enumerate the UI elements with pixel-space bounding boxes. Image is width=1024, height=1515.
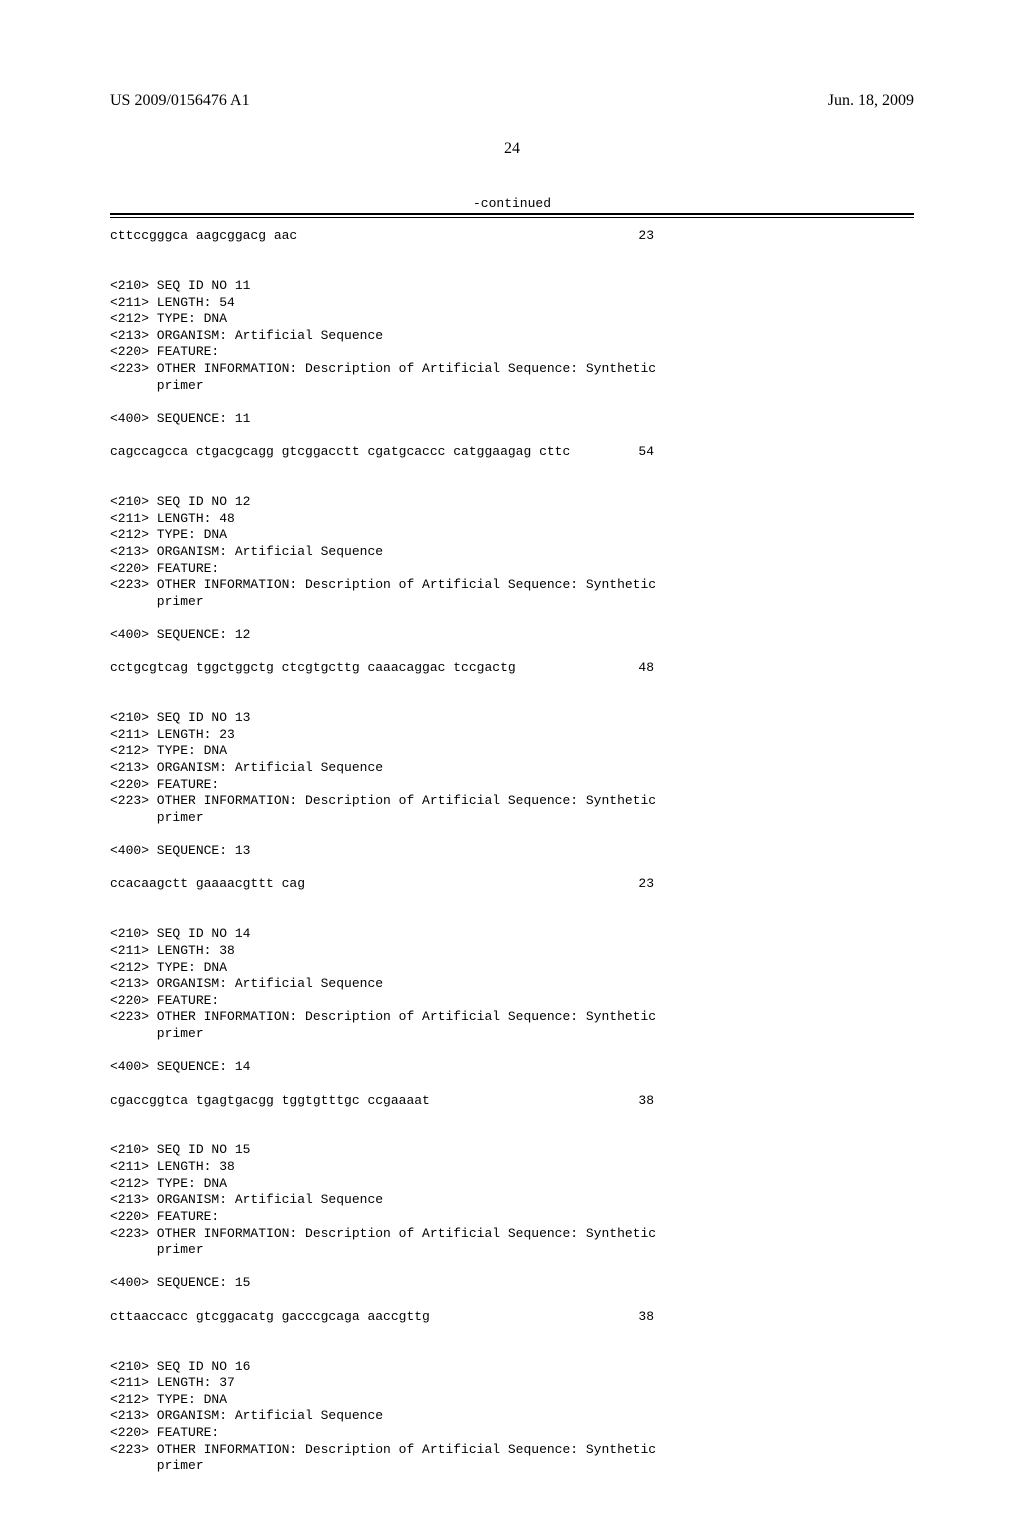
other-info-cont-line: primer [110, 1026, 914, 1043]
publication-date: Jun. 18, 2009 [828, 92, 914, 110]
organism-line: <213> ORGANISM: Artificial Sequence [110, 976, 914, 993]
blank-line [110, 827, 914, 844]
length-line: <211> LENGTH: 54 [110, 295, 914, 312]
length-line: <211> LENGTH: 38 [110, 943, 914, 960]
blank-line [110, 1325, 914, 1342]
sequence-data-row: cagccagcca ctgacgcagg gtcggacctt cgatgca… [110, 444, 914, 461]
other-info-line: <223> OTHER INFORMATION: Description of … [110, 577, 914, 594]
sequence-text: cagccagcca ctgacgcagg gtcggacctt cgatgca… [110, 444, 570, 461]
feature-line: <220> FEATURE: [110, 344, 914, 361]
sequence-length-value: 54 [638, 444, 914, 461]
other-info-cont-line: primer [110, 378, 914, 395]
type-line: <212> TYPE: DNA [110, 1392, 914, 1409]
seq-id-line: <210> SEQ ID NO 11 [110, 278, 914, 295]
blank-line [110, 1259, 914, 1276]
seq-id-line: <210> SEQ ID NO 13 [110, 710, 914, 727]
type-line: <212> TYPE: DNA [110, 743, 914, 760]
feature-line: <220> FEATURE: [110, 1209, 914, 1226]
type-line: <212> TYPE: DNA [110, 960, 914, 977]
sequence-text: ccacaagctt gaaaacgttt cag [110, 876, 305, 893]
sequence-data-row: cttaaccacc gtcggacatg gacccgcaga aaccgtt… [110, 1309, 914, 1326]
organism-line: <213> ORGANISM: Artificial Sequence [110, 1192, 914, 1209]
other-info-cont-line: primer [110, 1458, 914, 1475]
continued-label: -continued [110, 196, 914, 211]
blank-line [110, 394, 914, 411]
length-line: <211> LENGTH: 37 [110, 1375, 914, 1392]
length-line: <211> LENGTH: 23 [110, 727, 914, 744]
type-line: <212> TYPE: DNA [110, 1176, 914, 1193]
length-line: <211> LENGTH: 48 [110, 511, 914, 528]
blank-line [110, 428, 914, 445]
feature-line: <220> FEATURE: [110, 777, 914, 794]
sequence-length-value: 38 [638, 1309, 914, 1326]
blank-line [110, 461, 914, 478]
organism-line: <213> ORGANISM: Artificial Sequence [110, 544, 914, 561]
blank-line [110, 1043, 914, 1060]
seq-id-line: <210> SEQ ID NO 14 [110, 926, 914, 943]
sequence-length-value: 38 [638, 1093, 914, 1110]
sequence-header-line: <400> SEQUENCE: 14 [110, 1059, 914, 1076]
sequence-listing: cttccgggca aagcggacg aac 23 <210> SEQ ID … [110, 228, 914, 1475]
organism-line: <213> ORGANISM: Artificial Sequence [110, 328, 914, 345]
organism-line: <213> ORGANISM: Artificial Sequence [110, 760, 914, 777]
blank-line [110, 1109, 914, 1126]
blank-line [110, 893, 914, 910]
horizontal-rule-thin [110, 217, 914, 218]
sequence-data-row: cctgcgtcag tggctggctg ctcgtgcttg caaacag… [110, 660, 914, 677]
sequence-data-row: ccacaagctt gaaaacgttt cag 23 [110, 876, 914, 893]
other-info-cont-line: primer [110, 594, 914, 611]
blank-line [110, 910, 914, 927]
type-line: <212> TYPE: DNA [110, 527, 914, 544]
sequence-text: cttccgggca aagcggacg aac [110, 228, 297, 245]
organism-line: <213> ORGANISM: Artificial Sequence [110, 1408, 914, 1425]
seq-id-line: <210> SEQ ID NO 15 [110, 1142, 914, 1159]
sequence-header-line: <400> SEQUENCE: 12 [110, 627, 914, 644]
blank-line [110, 245, 914, 262]
sequence-text: cttaaccacc gtcggacatg gacccgcaga aaccgtt… [110, 1309, 430, 1326]
blank-line [110, 1342, 914, 1359]
other-info-cont-line: primer [110, 1242, 914, 1259]
sequence-length-value: 23 [638, 228, 914, 245]
blank-line [110, 1126, 914, 1143]
other-info-line: <223> OTHER INFORMATION: Description of … [110, 1442, 914, 1459]
publication-number: US 2009/0156476 A1 [110, 92, 250, 110]
sequence-header-line: <400> SEQUENCE: 13 [110, 843, 914, 860]
sequence-header-line: <400> SEQUENCE: 15 [110, 1275, 914, 1292]
other-info-line: <223> OTHER INFORMATION: Description of … [110, 793, 914, 810]
blank-line [110, 1076, 914, 1093]
page-header: US 2009/0156476 A1 Jun. 18, 2009 [110, 92, 914, 110]
seq-id-line: <210> SEQ ID NO 12 [110, 494, 914, 511]
blank-line [110, 1292, 914, 1309]
blank-line [110, 610, 914, 627]
horizontal-rule-heavy [110, 213, 914, 215]
type-line: <212> TYPE: DNA [110, 311, 914, 328]
blank-line [110, 677, 914, 694]
sequence-length-value: 48 [638, 660, 914, 677]
page-container: US 2009/0156476 A1 Jun. 18, 2009 24 -con… [0, 0, 1024, 1515]
feature-line: <220> FEATURE: [110, 561, 914, 578]
page-number: 24 [110, 140, 914, 158]
feature-line: <220> FEATURE: [110, 1425, 914, 1442]
blank-line [110, 860, 914, 877]
seq-id-line: <210> SEQ ID NO 16 [110, 1359, 914, 1376]
sequence-text: cgaccggtca tgagtgacgg tggtgtttgc ccgaaaa… [110, 1093, 430, 1110]
sequence-text: cctgcgtcag tggctggctg ctcgtgcttg caaacag… [110, 660, 516, 677]
other-info-cont-line: primer [110, 810, 914, 827]
blank-line [110, 644, 914, 661]
blank-line [110, 261, 914, 278]
other-info-line: <223> OTHER INFORMATION: Description of … [110, 1226, 914, 1243]
blank-line [110, 694, 914, 711]
other-info-line: <223> OTHER INFORMATION: Description of … [110, 1009, 914, 1026]
sequence-length-value: 23 [638, 876, 914, 893]
sequence-data-row: cttccgggca aagcggacg aac 23 [110, 228, 914, 245]
blank-line [110, 477, 914, 494]
sequence-header-line: <400> SEQUENCE: 11 [110, 411, 914, 428]
length-line: <211> LENGTH: 38 [110, 1159, 914, 1176]
sequence-data-row: cgaccggtca tgagtgacgg tggtgtttgc ccgaaaa… [110, 1093, 914, 1110]
feature-line: <220> FEATURE: [110, 993, 914, 1010]
other-info-line: <223> OTHER INFORMATION: Description of … [110, 361, 914, 378]
